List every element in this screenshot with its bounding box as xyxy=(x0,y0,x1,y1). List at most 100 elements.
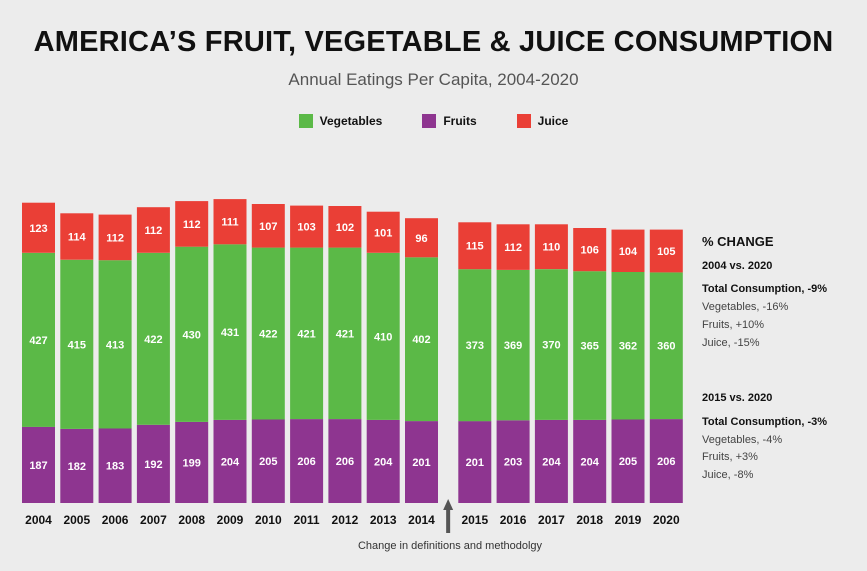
label-fruits-2006: 183 xyxy=(106,461,124,473)
bar-juice-2019 xyxy=(611,229,645,272)
legend-swatch-vegetables xyxy=(298,114,313,128)
label-juice-2011: 103 xyxy=(297,222,315,234)
label-juice-2010: 107 xyxy=(259,221,277,233)
x-tick-2017: 2017 xyxy=(538,513,565,527)
bar-vegetables-2011 xyxy=(290,247,324,420)
bar-vegetables-2019 xyxy=(611,272,645,420)
bar-vegetables-2016 xyxy=(496,270,530,421)
label-vegetables-2012: 421 xyxy=(336,328,354,340)
bar-juice-2016 xyxy=(496,224,530,270)
label-juice-2017: 110 xyxy=(543,242,561,254)
group1-fruits: Fruits, +10% xyxy=(702,319,765,331)
chart-subtitle: Annual Eatings Per Capita, 2004-2020 xyxy=(288,70,579,89)
label-vegetables-2010: 422 xyxy=(259,329,277,341)
label-juice-2020: 105 xyxy=(657,246,675,258)
label-fruits-2012: 206 xyxy=(336,456,354,468)
bar-juice-2010 xyxy=(251,204,285,248)
legend: Vegetables Fruits Juice xyxy=(0,114,867,128)
label-fruits-2020: 206 xyxy=(657,456,675,468)
label-fruits-2010: 205 xyxy=(259,456,277,468)
label-juice-2006: 112 xyxy=(106,232,124,244)
label-juice-2008: 112 xyxy=(183,219,201,231)
bar-vegetables-2008 xyxy=(175,246,209,422)
group2-fruits: Fruits, +3% xyxy=(702,451,758,463)
pct-change-heading: % CHANGE xyxy=(702,234,774,249)
bar-juice-2017 xyxy=(534,224,568,270)
label-juice-2009: 111 xyxy=(221,217,238,229)
group2-juice: Juice, -8% xyxy=(702,469,754,481)
bar-juice-2012 xyxy=(328,206,362,248)
label-fruits-2014: 201 xyxy=(412,457,430,469)
group2-total: Total Consumption, -3% xyxy=(702,416,828,428)
label-vegetables-2009: 431 xyxy=(221,327,239,339)
label-vegetables-2011: 421 xyxy=(297,328,315,340)
label-juice-2007: 112 xyxy=(145,225,163,237)
legend-swatch-juice xyxy=(516,114,531,128)
label-fruits-2007: 192 xyxy=(144,459,162,471)
bar-juice-2020 xyxy=(649,229,683,273)
x-tick-2016: 2016 xyxy=(500,513,527,527)
bar-vegetables-2018 xyxy=(573,271,607,420)
bar-juice-2015 xyxy=(458,222,492,270)
label-juice-2013: 101 xyxy=(374,227,392,239)
bar-fruits-2020 xyxy=(649,419,683,503)
bar-vegetables-2007 xyxy=(136,252,170,425)
label-vegetables-2016: 369 xyxy=(504,340,522,352)
x-tick-2013: 2013 xyxy=(370,513,397,527)
legend-label-fruits: Fruits xyxy=(443,114,477,128)
x-tick-2009: 2009 xyxy=(217,513,244,527)
label-juice-2018: 106 xyxy=(581,245,599,257)
bar-vegetables-2005 xyxy=(60,259,94,429)
label-vegetables-2004: 427 xyxy=(29,335,47,347)
legend-label-juice: Juice xyxy=(537,114,569,128)
bar-fruits-2007 xyxy=(136,424,170,503)
bar-vegetables-2020 xyxy=(649,272,683,420)
label-fruits-2015: 201 xyxy=(466,457,484,469)
x-tick-2011: 2011 xyxy=(294,513,320,527)
bar-fruits-2018 xyxy=(573,419,607,503)
label-juice-2019: 104 xyxy=(619,246,638,258)
label-vegetables-2008: 430 xyxy=(183,329,201,341)
bar-vegetables-2017 xyxy=(534,269,568,420)
label-fruits-2017: 204 xyxy=(542,456,561,468)
legend-swatch-fruits xyxy=(422,114,437,128)
label-fruits-2005: 182 xyxy=(68,461,86,473)
bar-vegetables-2015 xyxy=(458,269,492,422)
label-vegetables-2014: 402 xyxy=(412,334,430,346)
bar-vegetables-2012 xyxy=(328,247,362,420)
group2-vegetables: Vegetables, -4% xyxy=(702,434,783,446)
label-vegetables-2013: 410 xyxy=(374,331,392,343)
label-fruits-2008: 199 xyxy=(183,458,201,470)
bar-juice-2014 xyxy=(405,218,438,258)
label-fruits-2004: 187 xyxy=(29,460,47,472)
chart-title: AMERICA’S FRUIT, VEGETABLE & JUICE CONSU… xyxy=(33,26,834,58)
bar-vegetables-2014 xyxy=(405,257,438,422)
label-vegetables-2006: 413 xyxy=(106,339,124,351)
bar-vegetables-2006 xyxy=(98,260,132,429)
bar-fruits-2006 xyxy=(98,428,132,503)
bar-fruits-2019 xyxy=(611,419,645,503)
label-fruits-2011: 206 xyxy=(297,456,315,468)
label-juice-2014: 96 xyxy=(415,233,427,245)
x-tick-2020: 2020 xyxy=(653,513,680,527)
label-fruits-2013: 204 xyxy=(374,456,393,468)
bar-juice-2007 xyxy=(136,207,170,253)
legend-label-vegetables: Vegetables xyxy=(319,114,383,128)
label-juice-2016: 112 xyxy=(504,242,522,254)
bar-fruits-2012 xyxy=(328,419,362,503)
legend-item-juice: Juice xyxy=(516,114,569,128)
label-fruits-2019: 205 xyxy=(619,456,637,468)
group1-total: Total Consumption, -9% xyxy=(702,283,828,295)
bar-juice-2013 xyxy=(366,211,400,253)
group1-juice: Juice, -15% xyxy=(702,337,760,349)
bar-fruits-2005 xyxy=(60,428,94,503)
break-arrow-icon xyxy=(443,499,454,510)
bar-fruits-2016 xyxy=(496,420,530,503)
label-juice-2004: 123 xyxy=(29,223,47,235)
x-tick-2018: 2018 xyxy=(576,513,603,527)
bar-vegetables-2004 xyxy=(22,252,55,427)
label-juice-2015: 115 xyxy=(466,241,484,253)
bar-vegetables-2010 xyxy=(251,247,285,420)
bar-fruits-2009 xyxy=(213,419,247,503)
label-vegetables-2017: 370 xyxy=(542,340,560,352)
